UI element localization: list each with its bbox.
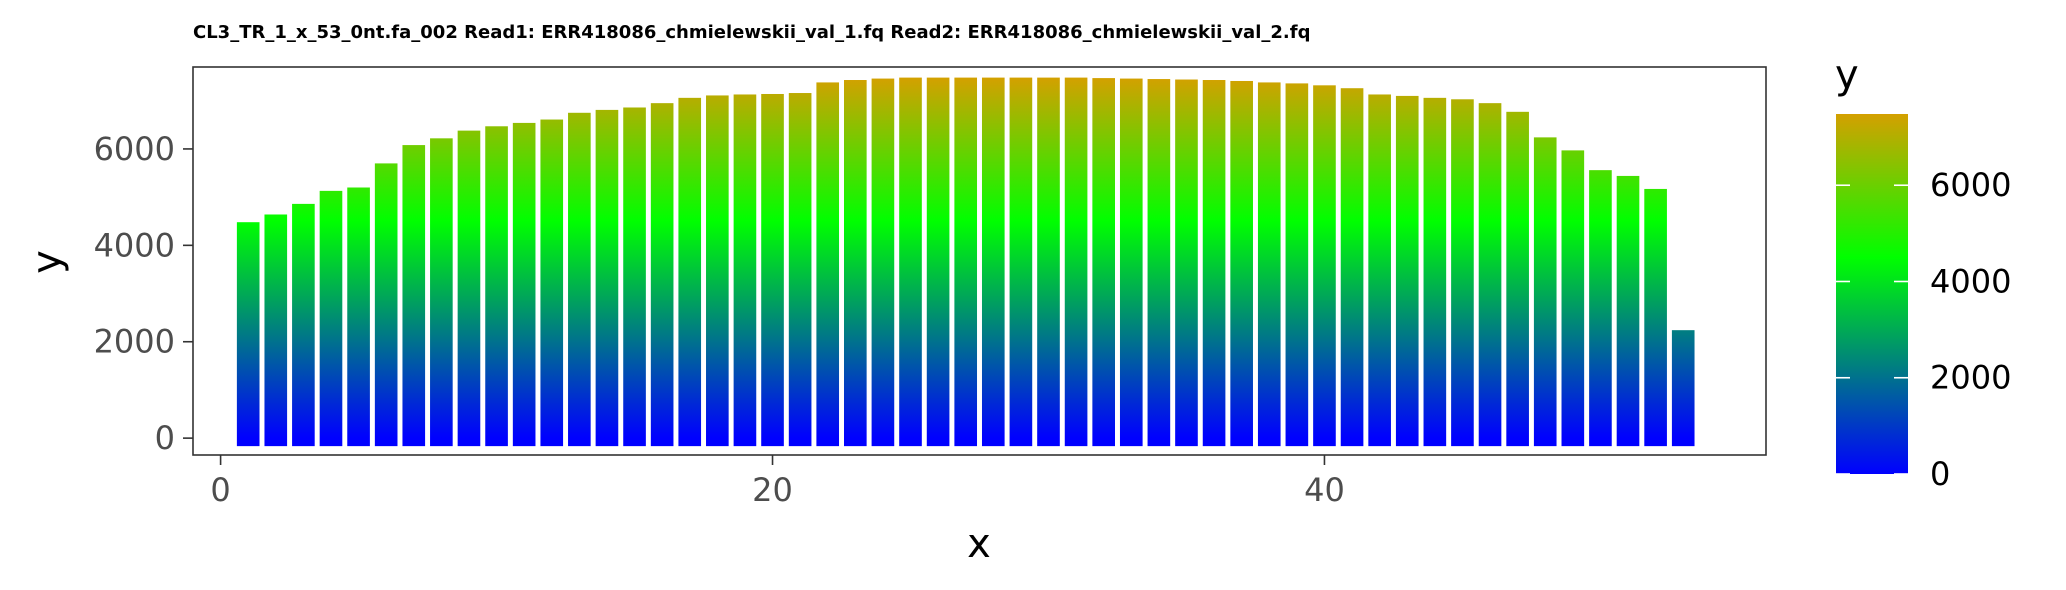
legend-label: 2000 bbox=[1930, 359, 2011, 397]
y-tick-label: 6000 bbox=[94, 130, 175, 168]
color-legend: y 0 2000 4000 6000 bbox=[1835, 52, 2011, 493]
chart-title: CL3_TR_1_x_53_0nt.fa_002 Read1: ERR41808… bbox=[193, 22, 1310, 43]
bar bbox=[816, 82, 840, 447]
x-tick-label: 20 bbox=[752, 471, 793, 509]
bar bbox=[1533, 137, 1557, 447]
bar bbox=[1285, 83, 1309, 447]
bar bbox=[761, 93, 784, 447]
bar bbox=[319, 190, 343, 447]
bar bbox=[1175, 79, 1198, 447]
y-axis: 0 2000 4000 6000 bbox=[94, 130, 193, 457]
bar bbox=[374, 163, 398, 447]
bar bbox=[871, 78, 895, 447]
bar bbox=[733, 94, 757, 447]
bar bbox=[706, 95, 729, 447]
legend-ticks: 0 2000 4000 6000 bbox=[1836, 166, 2011, 493]
y-axis-title: y bbox=[24, 250, 70, 274]
bar bbox=[926, 77, 950, 447]
legend-title: y bbox=[1835, 52, 1859, 98]
bar bbox=[457, 130, 481, 447]
bar bbox=[1202, 80, 1226, 447]
bar bbox=[512, 122, 536, 447]
bar bbox=[1616, 175, 1640, 447]
bar bbox=[402, 145, 426, 447]
bar bbox=[1037, 77, 1060, 447]
x-axis: 0 20 40 bbox=[210, 455, 1345, 509]
bar bbox=[981, 77, 1005, 447]
bars-group bbox=[236, 77, 1695, 447]
bar bbox=[844, 80, 867, 447]
bar bbox=[1340, 88, 1364, 447]
bar bbox=[1451, 99, 1474, 447]
bar bbox=[1092, 78, 1115, 447]
y-tick-label: 0 bbox=[155, 419, 175, 457]
bar bbox=[1230, 80, 1253, 447]
bar bbox=[292, 203, 315, 447]
bar bbox=[1644, 188, 1667, 447]
x-tick-label: 0 bbox=[210, 471, 230, 509]
bar bbox=[485, 126, 508, 447]
bar bbox=[1119, 78, 1143, 447]
bar bbox=[678, 97, 702, 447]
bar bbox=[1147, 79, 1171, 447]
bar bbox=[1313, 85, 1336, 447]
bar bbox=[1395, 95, 1419, 447]
bar bbox=[1064, 77, 1088, 447]
bar bbox=[1478, 103, 1502, 447]
bar bbox=[1561, 150, 1585, 447]
bar bbox=[264, 214, 288, 447]
bar bbox=[1257, 82, 1281, 447]
legend-colorbar bbox=[1836, 114, 1908, 474]
bar bbox=[540, 119, 564, 447]
plot-panel-border bbox=[192, 66, 1767, 456]
bar bbox=[1671, 330, 1695, 447]
bar bbox=[595, 109, 619, 447]
legend-label: 6000 bbox=[1930, 166, 2011, 204]
bar bbox=[650, 103, 674, 447]
bar bbox=[430, 138, 453, 447]
y-tick-label: 4000 bbox=[94, 226, 175, 264]
bar bbox=[954, 77, 978, 447]
bar bbox=[788, 93, 812, 447]
y-tick-label: 2000 bbox=[94, 323, 175, 361]
bar bbox=[1506, 111, 1529, 447]
x-axis-title: x bbox=[967, 521, 991, 567]
bar bbox=[236, 222, 260, 447]
bar bbox=[623, 107, 646, 447]
bar bbox=[1009, 77, 1033, 447]
bar bbox=[899, 77, 922, 447]
bar bbox=[347, 187, 370, 447]
x-tick-label: 40 bbox=[1304, 471, 1345, 509]
legend-label: 4000 bbox=[1930, 262, 2011, 300]
bar bbox=[1589, 170, 1612, 447]
bar bbox=[1368, 94, 1391, 447]
legend-label: 0 bbox=[1930, 455, 1950, 493]
bar bbox=[1423, 97, 1447, 447]
bar bbox=[568, 112, 591, 447]
